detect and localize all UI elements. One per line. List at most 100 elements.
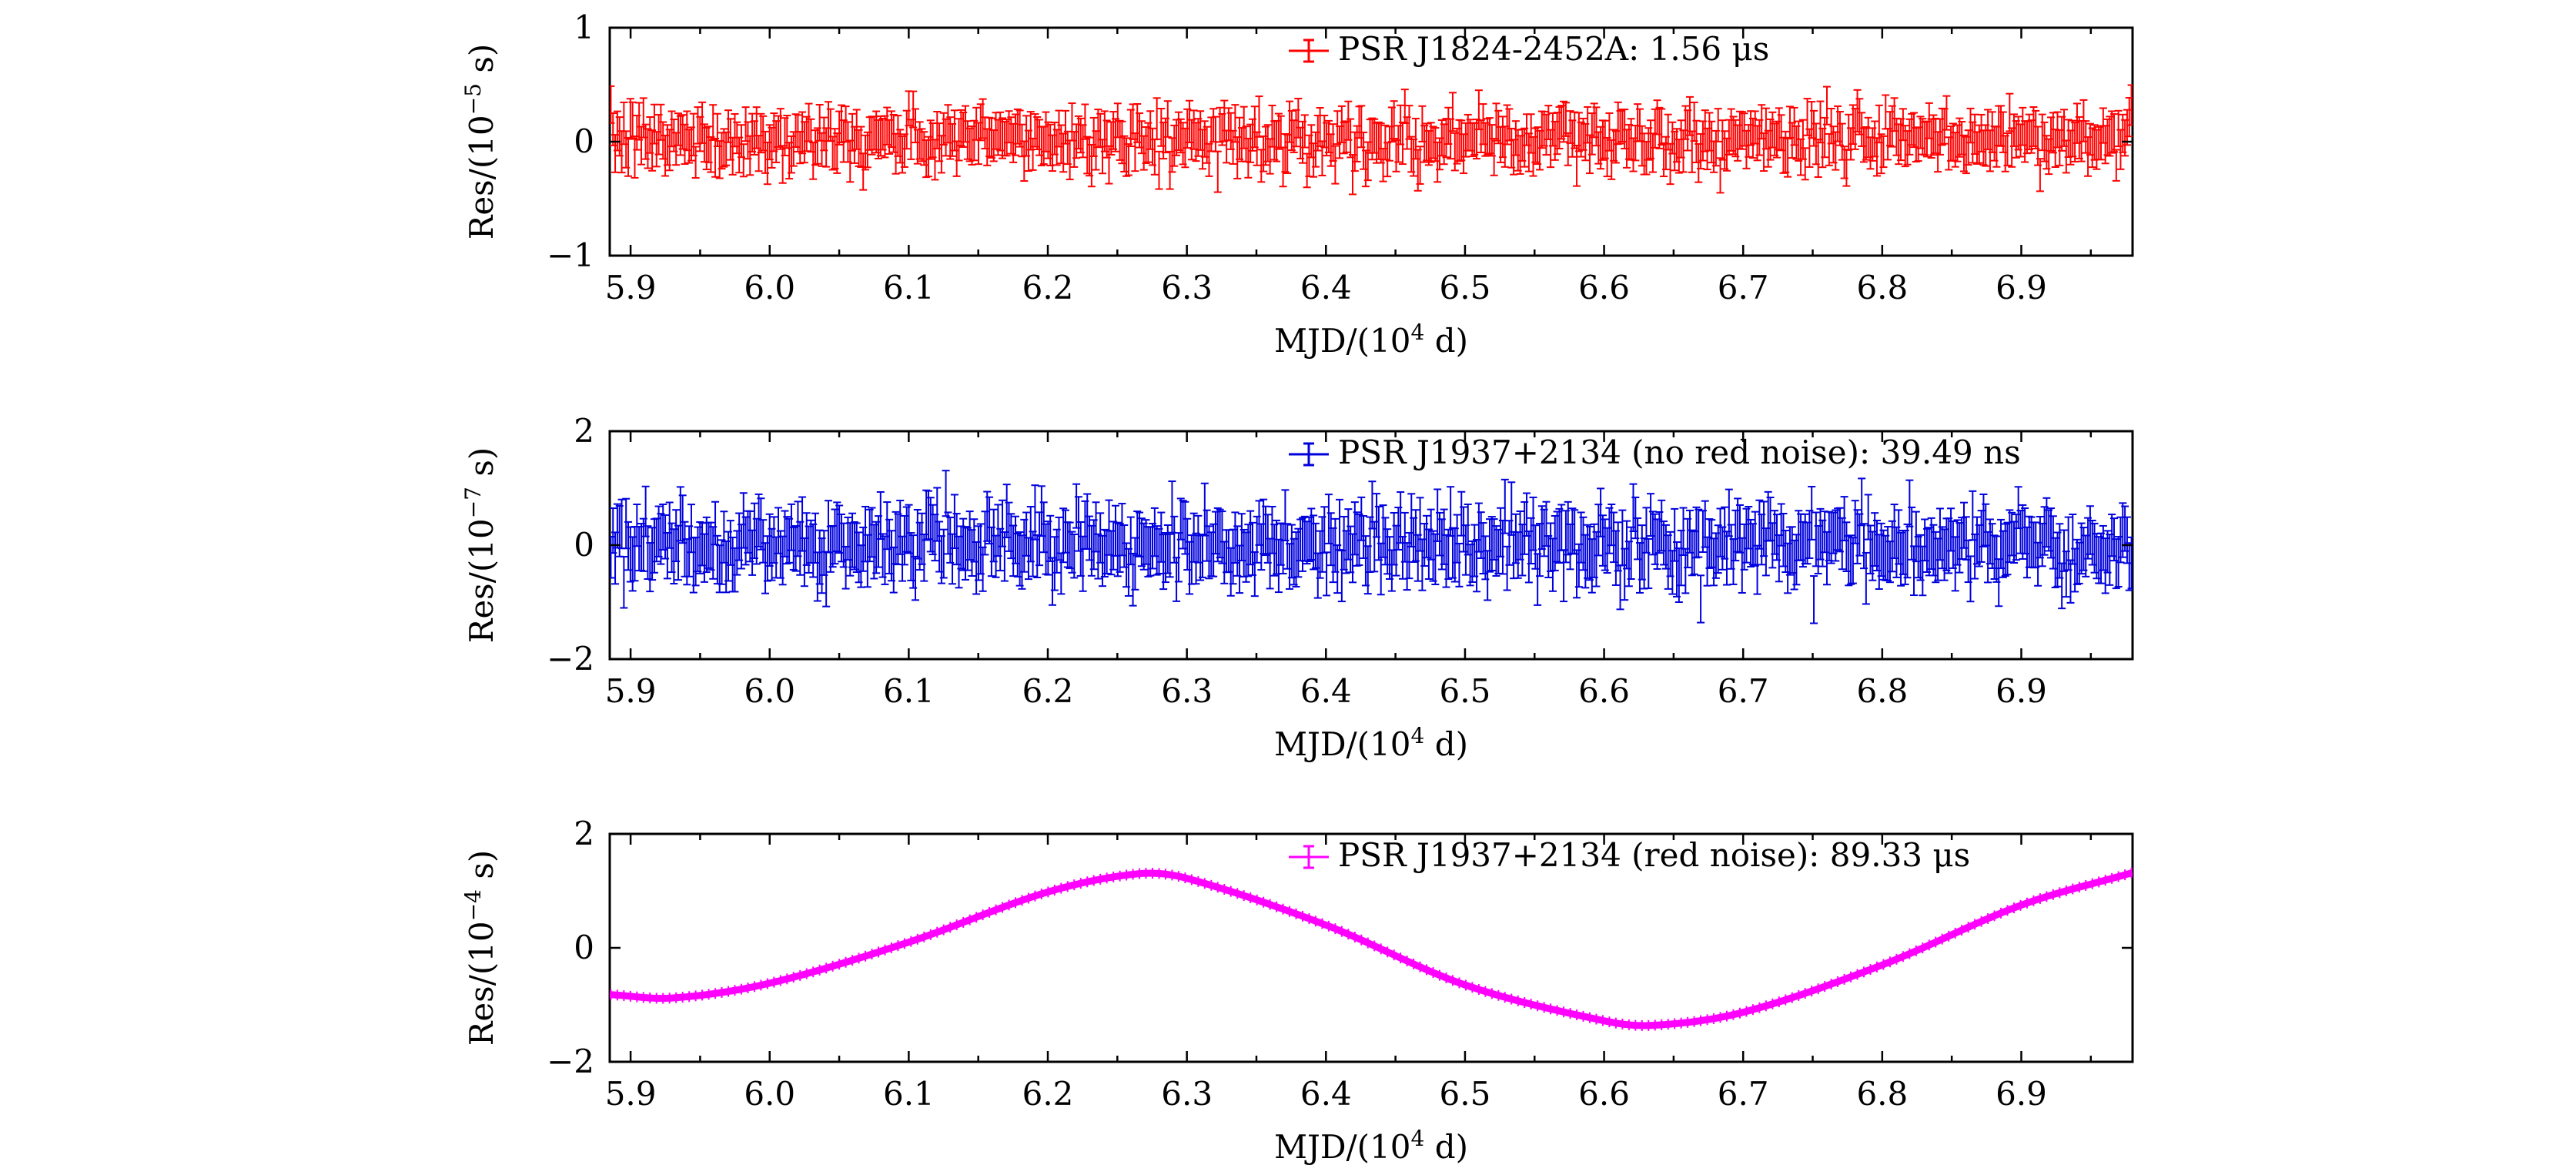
panel-3-x-axis-label: MJD/(104 d) <box>1274 1126 1468 1166</box>
panel-3-legend-label: PSR J1937+2134 (red noise): 89.33 μs <box>1338 836 1970 874</box>
panel-1-y-axis-label: Res/(10−5 s) <box>460 44 500 240</box>
errorbar-point <box>1942 95 1951 131</box>
y-tick-label: −2 <box>547 640 594 678</box>
panel-1-marks <box>610 84 2133 196</box>
errorbar-point <box>1966 555 1975 603</box>
panel-2-ticks: 5.9 6.0 6.1 6.2 6.3 6.4 6.5 6.6 6.7 6.8 6.9 −2 0 2 <box>547 412 2133 710</box>
x-tick-label: 6.3 <box>1161 672 1213 710</box>
errorbar-point <box>1153 97 1161 140</box>
errorbar-point <box>1100 528 1109 577</box>
y-tick-label: 2 <box>574 412 594 450</box>
errorbar-point <box>2127 84 2133 126</box>
errorbar-point <box>2112 149 2120 182</box>
y-tick-label: 1 <box>574 8 594 46</box>
x-tick-label: 6.4 <box>1300 1075 1352 1113</box>
errorbar-point <box>2108 110 2116 154</box>
errorbar-point <box>1323 551 1331 597</box>
panel-2-marks <box>610 470 2133 624</box>
errorbar-point <box>702 516 711 574</box>
x-tick-label: 6.7 <box>1718 269 1769 306</box>
x-tick-label: 6.4 <box>1300 269 1352 306</box>
errorbar-point <box>783 516 791 565</box>
x-tick-label: 5.9 <box>605 672 657 710</box>
errorbar-point <box>1955 117 1964 158</box>
errorbar-point <box>1213 150 1222 193</box>
panel-3: 5.9 6.0 6.1 6.2 6.3 6.4 6.5 6.6 6.7 6.8 6.9 −2 0 2 PS… <box>460 815 2134 1166</box>
errorbar-point <box>1716 157 1725 194</box>
errorbar-point <box>2073 538 2081 585</box>
panel-2: 5.9 6.0 6.1 6.2 6.3 6.4 6.5 6.6 6.7 6.8 6.9 −2 0 2 PS… <box>460 412 2134 763</box>
errorbar-point <box>1448 92 1457 132</box>
errorbar-point <box>1166 533 1174 578</box>
errorbar-point <box>1932 531 1940 584</box>
panel-3-series <box>610 867 2133 1031</box>
errorbar-point <box>2036 158 2044 192</box>
errorbar-point <box>1688 529 1696 577</box>
y-tick-label: −1 <box>547 236 594 274</box>
errorbar-point <box>1487 516 1496 572</box>
x-tick-label: 6.8 <box>1856 1075 1908 1113</box>
errorbar-point <box>1300 114 1309 149</box>
x-tick-label: 6.8 <box>1856 672 1908 710</box>
errorbar-point <box>1822 85 1831 126</box>
errorbar-point <box>1644 537 1653 590</box>
errorbar-point <box>1808 486 1816 541</box>
panel-1-x-axis-label: MJD/(104 d) <box>1274 320 1468 360</box>
x-tick-label: 6.2 <box>1022 269 1074 306</box>
x-tick-label: 6.0 <box>744 1075 795 1113</box>
errorbar-point <box>1694 508 1703 558</box>
x-tick-label: 6.5 <box>1440 672 1491 710</box>
errorbar-point <box>942 470 950 517</box>
errorbar-point <box>1331 145 1340 185</box>
panel-1: 5.9 6.0 6.1 6.2 6.3 6.4 6.5 6.6 6.7 6.8 6.9 −1 0 1 PS… <box>460 8 2134 360</box>
y-tick-label: 0 <box>574 122 594 160</box>
red-noise-curve <box>610 869 2133 1029</box>
panel-1-legend: PSR J1824-2452A: 1.56 μs <box>1289 30 1769 68</box>
errorbar-point <box>739 143 748 178</box>
errorbar-point <box>1979 493 1988 547</box>
errorbar-point <box>1492 525 1500 577</box>
errorbar-point <box>1560 100 1568 143</box>
x-tick-label: 6.0 <box>744 672 795 710</box>
x-tick-label: 6.5 <box>1440 269 1491 306</box>
x-tick-label: 6.6 <box>1578 269 1630 306</box>
errorbar-point <box>1655 106 1664 149</box>
errorbar-point <box>1853 509 1862 564</box>
errorbar-point <box>2019 504 2027 560</box>
errorbar-point <box>2077 522 2086 575</box>
errorbar-point <box>1500 478 1509 534</box>
x-tick-label: 6.1 <box>883 672 935 710</box>
x-tick-label: 6.2 <box>1022 1075 1074 1113</box>
errorbar-point <box>1901 125 1909 168</box>
panel-1-legend-glyph <box>1289 38 1329 63</box>
panel-2-x-axis-label: MJD/(104 d) <box>1274 723 1468 763</box>
errorbar-point <box>1810 575 1818 624</box>
panel-2-legend-glyph <box>1289 442 1329 467</box>
x-tick-label: 6.7 <box>1718 672 1769 710</box>
y-tick-label: −2 <box>547 1043 594 1080</box>
errorbar-point <box>1697 574 1705 624</box>
panel-1-legend-label: PSR J1824-2452A: 1.56 μs <box>1338 30 1769 68</box>
x-tick-label: 6.6 <box>1578 1075 1630 1113</box>
x-tick-label: 6.6 <box>1578 672 1630 710</box>
errorbar-point <box>720 128 728 168</box>
errorbar-point <box>620 556 628 609</box>
x-tick-label: 5.9 <box>605 269 657 306</box>
x-tick-label: 6.0 <box>744 269 795 306</box>
panel-1-ticks: 5.9 6.0 6.1 6.2 6.3 6.4 6.5 6.6 6.7 6.8 6.9 −1 0 1 <box>547 8 2133 306</box>
x-tick-label: 5.9 <box>605 1075 657 1113</box>
errorbar-point <box>2003 132 2012 166</box>
errorbar-point <box>1616 564 1624 611</box>
y-tick-label: 2 <box>574 815 594 852</box>
x-tick-label: 6.8 <box>1856 269 1908 306</box>
y-tick-label: 0 <box>574 929 594 966</box>
x-tick-label: 6.2 <box>1022 672 1074 710</box>
x-tick-label: 6.4 <box>1300 672 1352 710</box>
errorbar-point <box>1929 114 1938 156</box>
errorbar-point <box>1205 525 1213 580</box>
panel-3-y-axis-label: Res/(10−4 s) <box>460 850 500 1046</box>
errorbar-point <box>1390 100 1398 140</box>
errorbar-point <box>1847 534 1855 585</box>
errorbar-point <box>1862 551 1870 605</box>
